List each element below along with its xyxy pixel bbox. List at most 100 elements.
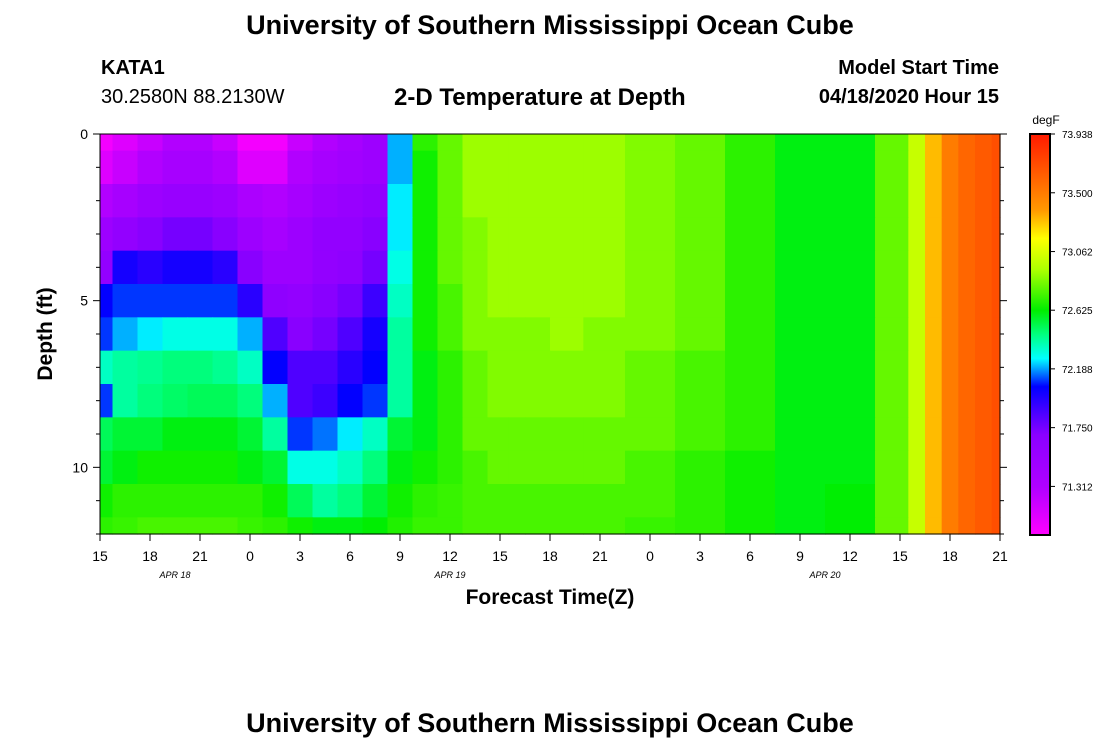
heatmap-cell — [437, 184, 464, 218]
heatmap-cell — [487, 317, 509, 352]
heatmap-cell — [287, 517, 314, 535]
heatmap-cell — [825, 217, 876, 252]
heatmap-cell — [212, 317, 239, 352]
heatmap-cell — [387, 134, 414, 152]
heatmap-cell — [908, 384, 926, 418]
heatmap-cell — [941, 317, 959, 352]
heatmap-cell — [112, 484, 139, 518]
heatmap-cell — [337, 250, 364, 285]
heatmap-cell — [237, 184, 264, 218]
heatmap-cell — [462, 384, 489, 418]
y-tick-label: 0 — [80, 126, 88, 142]
heatmap-cell — [908, 484, 926, 518]
heatmap-cell — [908, 317, 926, 352]
heatmap-cell — [287, 484, 314, 518]
heatmap-cell — [337, 150, 364, 185]
heatmap-cell — [100, 250, 114, 285]
heatmap-cell — [262, 150, 289, 185]
heatmap-cell — [991, 134, 1001, 152]
heatmap-cell — [583, 384, 626, 418]
heatmap-cell — [525, 484, 551, 518]
heatmap-cell — [437, 384, 464, 418]
heatmap-cell — [100, 217, 114, 252]
heatmap-cell — [991, 184, 1001, 218]
heatmap-cell — [162, 350, 189, 385]
heatmap-cell — [958, 184, 976, 218]
heatmap-cell — [137, 317, 164, 352]
heatmap-cell — [525, 134, 551, 152]
heatmap-cell — [237, 484, 264, 518]
heatmap-cell — [525, 150, 551, 185]
heatmap-cell — [975, 150, 993, 185]
heatmap-cell — [262, 484, 289, 518]
heatmap-cell — [941, 350, 959, 385]
heatmap-cell — [287, 350, 314, 385]
colorbar-tick-label: 72.625 — [1062, 306, 1093, 317]
heatmap-cell — [487, 250, 509, 285]
heatmap-cell — [137, 284, 164, 318]
heatmap-cell — [525, 350, 551, 385]
heatmap-cell — [775, 517, 826, 535]
heatmap-cell — [583, 450, 626, 485]
heatmap-cell — [825, 134, 876, 152]
heatmap-cell — [975, 217, 993, 252]
colorbar-tick-label: 73.500 — [1062, 189, 1093, 200]
x-tick-label: 21 — [192, 548, 208, 564]
heatmap-cell — [100, 284, 114, 318]
heatmap-cell — [487, 217, 509, 252]
heatmap-cell — [137, 217, 164, 252]
heatmap-cell — [287, 150, 314, 185]
heatmap-cell — [875, 184, 909, 218]
heatmap-cell — [775, 350, 826, 385]
heatmap-cell — [925, 250, 943, 285]
heatmap-cell — [941, 284, 959, 318]
heatmap-cell — [262, 134, 289, 152]
heatmap-cell — [100, 484, 114, 518]
heatmap-cell — [625, 450, 676, 485]
heatmap-cell — [112, 384, 139, 418]
heatmap-cell — [958, 250, 976, 285]
heatmap-cell — [162, 317, 189, 352]
heatmap-cell — [975, 517, 993, 535]
heatmap-cell — [625, 484, 676, 518]
heatmap-cell — [525, 417, 551, 452]
heatmap-cell — [100, 134, 114, 152]
heatmap-cell — [262, 450, 289, 485]
x-tick-label: 3 — [696, 548, 704, 564]
heatmap-cell — [825, 450, 876, 485]
heatmap-cell — [362, 417, 389, 452]
plot-title: 2-D Temperature at Depth — [394, 84, 686, 111]
heatmap-cell — [925, 417, 943, 452]
heatmap-cell — [525, 184, 551, 218]
heatmap-cell — [908, 450, 926, 485]
heatmap-cell — [162, 417, 189, 452]
heatmap-cell — [287, 317, 314, 352]
x-tick-label: 15 — [92, 548, 108, 564]
heatmap-cell — [312, 350, 339, 385]
heatmap-cell — [387, 384, 414, 418]
heatmap-cell — [162, 150, 189, 185]
heatmap-cell — [237, 350, 264, 385]
colorbar-scale — [1029, 133, 1051, 536]
heatmap-cell — [625, 217, 676, 252]
heatmap-cell — [212, 517, 239, 535]
heatmap-cell — [508, 150, 526, 185]
heatmap-cell — [137, 484, 164, 518]
heatmap-cell — [725, 250, 776, 285]
heatmap-cell — [362, 517, 389, 535]
heatmap-cell — [437, 284, 464, 318]
heatmap-cell — [583, 417, 626, 452]
heatmap-cell — [462, 317, 489, 352]
heatmap-cell — [991, 284, 1001, 318]
heatmap-cell — [958, 317, 976, 352]
heatmap-cell — [412, 484, 439, 518]
heatmap-cell — [462, 284, 489, 318]
heatmap-cell — [991, 450, 1001, 485]
heatmap-cell — [412, 384, 439, 418]
station-coordinates: 30.2580N 88.2130W — [101, 86, 285, 108]
heatmap-cell — [262, 250, 289, 285]
heatmap-cell — [362, 150, 389, 185]
heatmap-cell — [825, 184, 876, 218]
heatmap-cell — [337, 217, 364, 252]
heatmap-cell — [487, 517, 509, 535]
